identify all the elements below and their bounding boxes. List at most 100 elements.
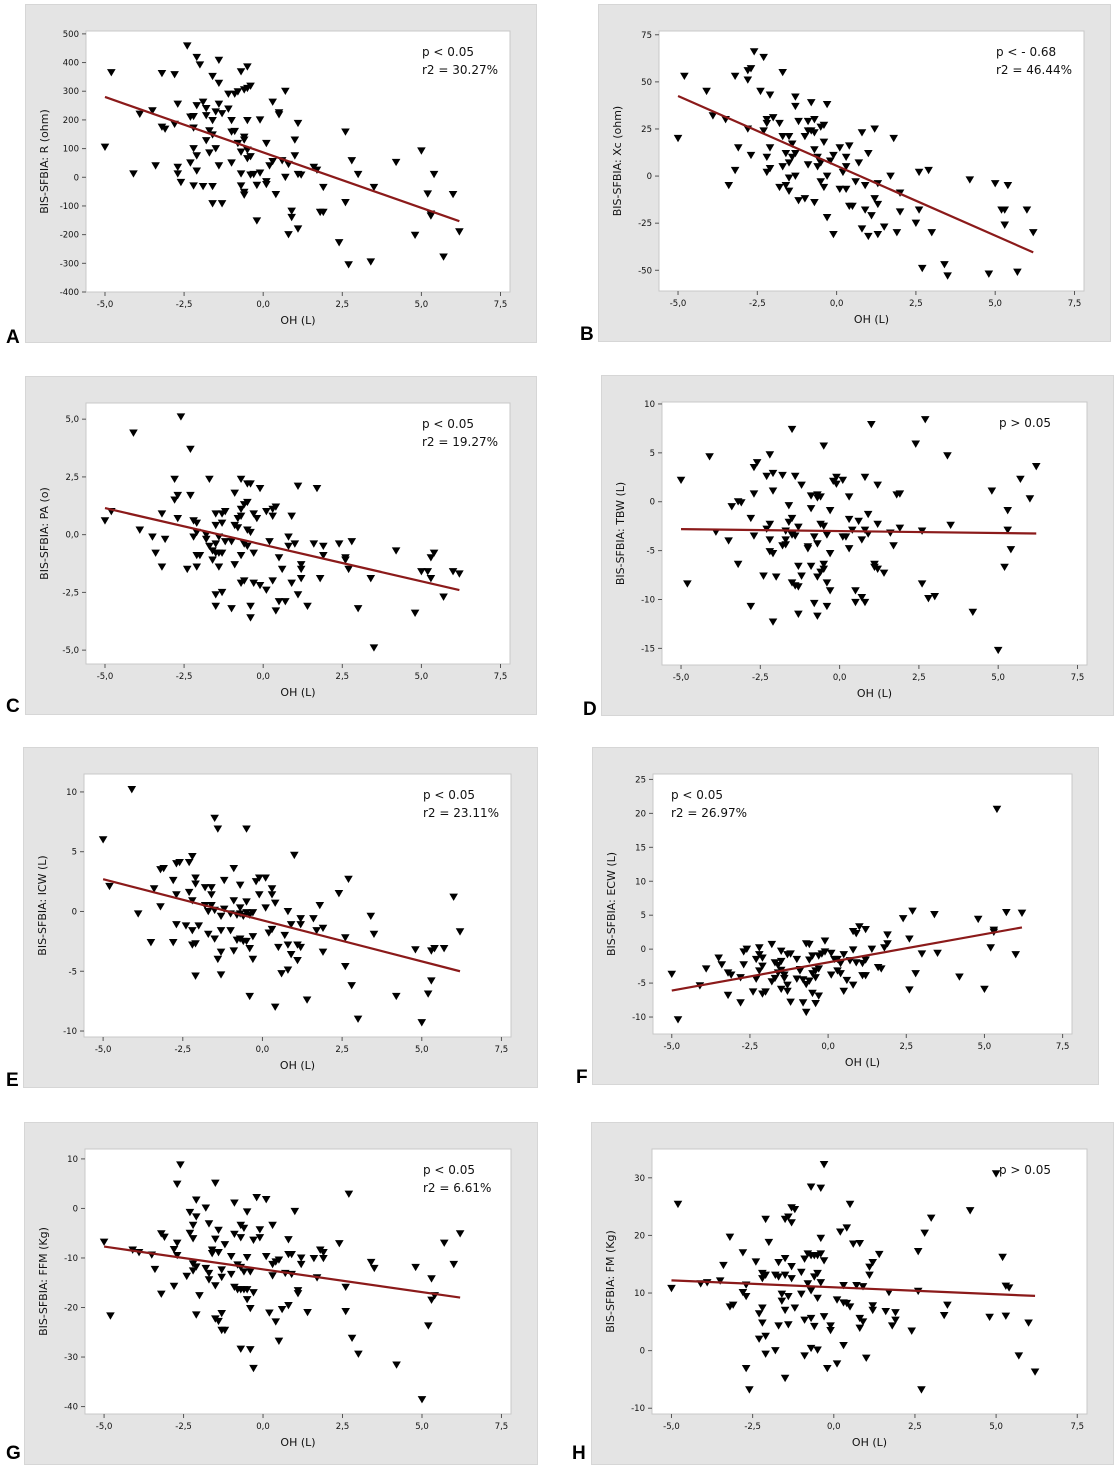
data-point — [293, 956, 302, 965]
data-point — [201, 1264, 211, 1273]
data-point — [290, 1207, 300, 1216]
data-point — [887, 1322, 897, 1330]
data-point — [293, 225, 303, 233]
data-point — [287, 1251, 296, 1259]
data-point — [173, 163, 183, 172]
data-point — [173, 514, 183, 523]
data-point — [192, 102, 202, 110]
data-point — [211, 145, 221, 153]
data-point — [448, 568, 458, 576]
data-point — [411, 946, 420, 954]
data-point — [192, 563, 202, 571]
data-point — [881, 1307, 891, 1316]
data-point — [738, 1249, 748, 1257]
data-points — [98, 786, 465, 1027]
data-point — [198, 182, 208, 191]
data-point — [246, 528, 255, 537]
data-point — [776, 947, 786, 955]
data-point — [1000, 221, 1010, 229]
data-point — [236, 68, 246, 76]
data-point — [230, 1199, 239, 1207]
data-point — [825, 507, 835, 515]
panel-label-f: F — [576, 1067, 588, 1088]
y-tick-label: 0,0 — [65, 531, 79, 541]
data-point — [205, 475, 214, 484]
data-point — [797, 572, 806, 580]
data-point — [759, 53, 768, 62]
data-point — [182, 565, 192, 574]
data-point — [794, 523, 803, 531]
data-point — [334, 890, 344, 898]
x-tick-label: -2,5 — [176, 300, 193, 310]
y-tick-label: 10 — [634, 1289, 645, 1299]
data-point — [741, 1364, 751, 1373]
data-point — [838, 476, 848, 485]
x-tick-label: 2,5 — [336, 672, 350, 682]
data-point — [816, 1234, 826, 1243]
data-point — [262, 180, 271, 189]
data-point — [369, 644, 379, 652]
data-point — [833, 955, 842, 964]
data-point — [227, 159, 236, 167]
data-point — [192, 152, 202, 160]
data-point — [780, 1254, 790, 1263]
data-point — [851, 930, 861, 938]
x-tick-label: -5,0 — [96, 1422, 113, 1432]
data-point — [210, 935, 219, 943]
data-point — [758, 954, 767, 962]
data-point — [770, 974, 780, 983]
data-point — [249, 549, 259, 557]
data-point — [217, 588, 227, 597]
data-point — [794, 562, 803, 571]
data-point — [318, 924, 328, 933]
data-point — [943, 272, 952, 280]
x-tick-label: -2,5 — [176, 672, 193, 682]
data-point — [728, 1301, 738, 1309]
data-point — [216, 927, 226, 935]
data-point — [738, 1288, 748, 1297]
data-point — [800, 1316, 809, 1324]
data-point — [857, 225, 867, 233]
data-point — [281, 87, 290, 96]
data-point — [309, 540, 319, 548]
data-point — [826, 949, 836, 958]
data-point — [334, 239, 344, 247]
y-tick-label: -300 — [60, 259, 79, 269]
data-point — [284, 533, 293, 541]
data-point — [854, 159, 864, 167]
data-point — [429, 170, 439, 179]
data-point — [819, 1161, 829, 1169]
data-point — [708, 112, 718, 120]
data-point — [781, 181, 791, 190]
data-point — [911, 970, 920, 978]
data-point — [274, 554, 284, 562]
x-tick-label: 7,5 — [494, 300, 508, 310]
data-point — [188, 897, 197, 905]
data-point — [754, 1310, 764, 1318]
data-point — [776, 985, 786, 993]
data-point — [243, 116, 252, 125]
data-point — [290, 540, 300, 548]
data-point — [907, 1327, 917, 1335]
data-points — [676, 416, 1041, 655]
data-point — [991, 1170, 1001, 1178]
data-point — [1025, 495, 1035, 503]
data-point — [309, 915, 318, 923]
data-point — [173, 170, 183, 178]
data-point — [759, 127, 768, 135]
data-point — [914, 168, 924, 177]
data-point — [293, 1290, 303, 1298]
data-point — [998, 1253, 1007, 1262]
y-tick-label: 75 — [641, 31, 652, 41]
data-point — [236, 148, 246, 156]
x-tick-label: -5,0 — [95, 1045, 112, 1055]
y-tick-label: 2,5 — [65, 473, 79, 483]
data-point — [832, 473, 841, 482]
data-point — [727, 503, 737, 511]
y-tick-label: 10 — [635, 877, 646, 887]
data-point — [188, 1235, 198, 1243]
data-point — [805, 956, 814, 964]
regression-line — [671, 1279, 1036, 1298]
data-point — [219, 905, 229, 913]
data-point — [748, 988, 758, 996]
